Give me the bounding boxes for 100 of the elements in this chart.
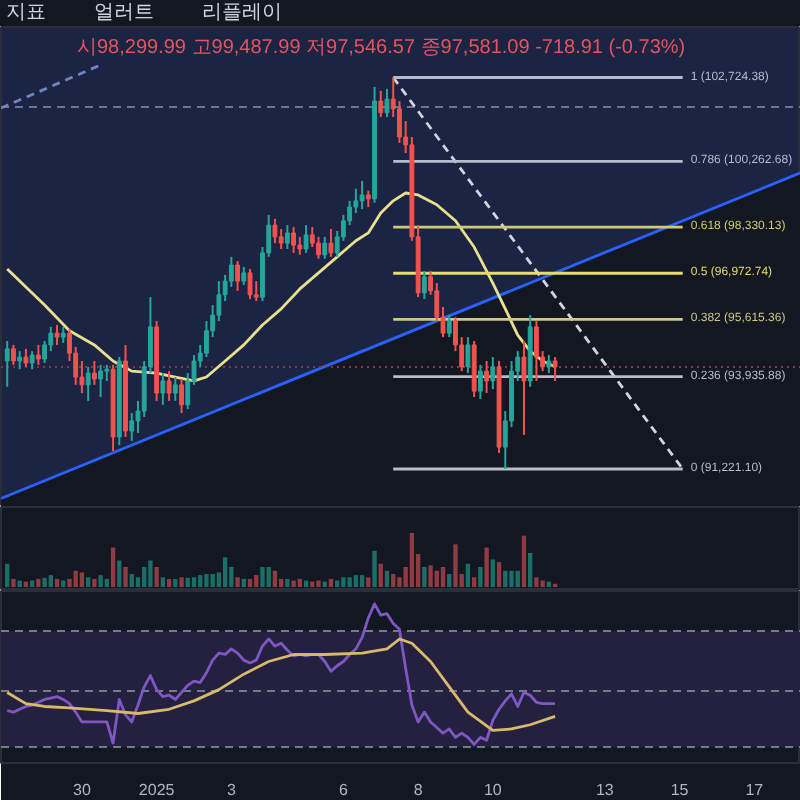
candlestick <box>490 356 496 391</box>
candlestick <box>54 323 60 346</box>
text: 얼러트 <box>94 2 154 24</box>
x-tick-label: 30 <box>73 781 92 799</box>
bar <box>297 578 303 587</box>
bar <box>447 574 452 587</box>
bar <box>260 567 265 587</box>
bar <box>496 562 502 587</box>
bar <box>254 575 259 587</box>
bar <box>235 577 240 587</box>
bar <box>204 574 209 587</box>
text: 리플레이 <box>202 2 282 24</box>
bar <box>347 577 352 587</box>
bar <box>266 567 271 587</box>
candlestick <box>446 314 452 339</box>
candlestick <box>291 226 297 254</box>
candlestick <box>160 372 166 406</box>
bar <box>341 577 346 587</box>
candlestick <box>297 235 303 256</box>
bar <box>484 547 489 587</box>
bar <box>54 578 60 587</box>
bar <box>17 580 22 587</box>
x-tick-label: 6 <box>338 781 349 799</box>
bar <box>173 578 178 587</box>
bar <box>428 565 433 587</box>
candlestick <box>421 269 427 301</box>
candlestick <box>29 350 35 371</box>
candlestick <box>11 343 16 366</box>
bar <box>503 570 508 587</box>
bar <box>67 578 72 587</box>
bar <box>453 544 458 587</box>
bar <box>129 574 134 587</box>
bar <box>110 547 116 587</box>
bar <box>359 575 365 587</box>
bar <box>328 578 334 587</box>
bar <box>241 578 246 587</box>
candlestick <box>316 235 321 260</box>
x-tick-label: 13 <box>595 781 615 799</box>
bar <box>272 570 278 587</box>
bar <box>478 567 483 587</box>
bar <box>191 577 197 587</box>
bar <box>384 570 390 587</box>
bar <box>123 567 128 587</box>
x-tick-label: 17 <box>745 781 765 799</box>
bar <box>73 570 78 587</box>
bar <box>521 535 527 587</box>
bar <box>422 567 427 587</box>
candlestick <box>179 377 184 415</box>
x-tick-label: 8 <box>413 781 424 799</box>
candlestick <box>85 365 91 402</box>
bar <box>42 577 47 587</box>
candlestick <box>166 370 172 402</box>
candlestick <box>172 376 178 402</box>
bar <box>85 577 91 587</box>
candlestick <box>272 217 278 245</box>
bar <box>391 574 396 587</box>
candlestick <box>378 89 384 119</box>
bar <box>92 578 97 587</box>
candlestick <box>35 343 41 366</box>
bar <box>148 560 153 587</box>
bar <box>179 577 184 587</box>
bar <box>440 567 446 587</box>
bar <box>285 578 290 587</box>
candlestick <box>384 87 390 119</box>
candlestick <box>4 340 10 388</box>
x-tick-label: 3 <box>226 781 237 799</box>
candlestick <box>328 228 334 258</box>
candlestick <box>359 179 365 211</box>
candlestick <box>477 363 483 400</box>
candlestick <box>303 224 309 254</box>
candlestick <box>484 359 490 395</box>
candlestick <box>235 260 241 292</box>
bar <box>409 532 415 587</box>
candlestick <box>98 363 104 398</box>
candlestick <box>284 224 290 250</box>
bar <box>515 570 520 587</box>
bar <box>210 574 215 587</box>
bar <box>98 575 103 587</box>
bar <box>471 577 477 587</box>
bar <box>465 563 471 587</box>
text: 지표 <box>6 2 46 24</box>
bar <box>528 552 533 587</box>
text: 시98,299.99 고99,487.99 저97,546.57 종97,581.09 -718.91 (-0.73%) <box>77 37 686 59</box>
bar <box>166 578 172 587</box>
bar <box>278 578 284 587</box>
bar <box>490 559 496 587</box>
x-tick-label: 10 <box>483 781 503 799</box>
bar <box>291 580 296 587</box>
x-tick-label: 15 <box>670 781 690 799</box>
candlestick <box>521 340 527 436</box>
bar <box>160 577 166 587</box>
candlestick <box>23 347 29 368</box>
bar <box>316 580 321 587</box>
bar <box>5 563 10 587</box>
candlestick <box>91 359 97 386</box>
bar <box>48 575 53 587</box>
bar <box>434 570 439 587</box>
bar <box>534 577 539 587</box>
candlestick <box>552 356 558 382</box>
bar <box>353 575 359 587</box>
